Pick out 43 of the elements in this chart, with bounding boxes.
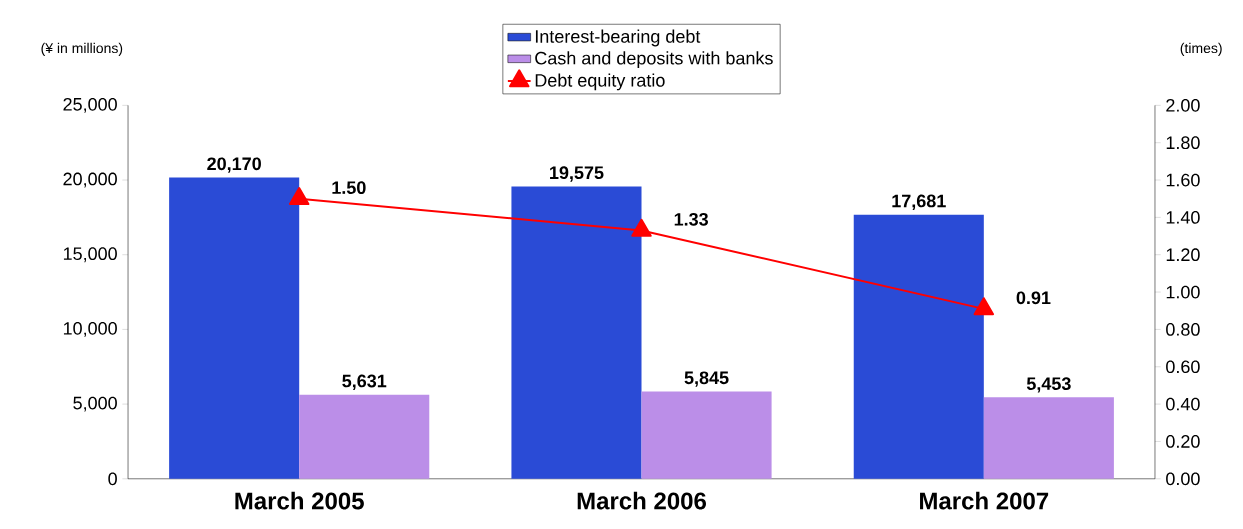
y2-tick-label: 1.40 — [1166, 210, 1200, 224]
bar — [299, 394, 430, 479]
bar — [641, 391, 772, 479]
y2-tick-label: 1.60 — [1166, 173, 1200, 187]
y2-tick-label: 0.20 — [1166, 434, 1200, 448]
x-tick-label: March 2006 — [577, 491, 706, 510]
point — [631, 218, 652, 237]
y-tick-label: 25,000 — [63, 97, 117, 113]
data-label: 5,453 — [1026, 377, 1071, 393]
y2-tick-label: 2.00 — [1166, 98, 1200, 112]
bar — [853, 214, 984, 479]
point — [288, 186, 310, 205]
y2-tick-label: 1.00 — [1166, 285, 1200, 299]
bar — [511, 186, 642, 479]
y-tick-label: 5,000 — [73, 396, 117, 412]
y2-tick-label: 0.00 — [1166, 472, 1200, 485]
y2-tick-label: 1.80 — [1166, 136, 1200, 149]
y2-tick-label: 0.60 — [1166, 360, 1200, 373]
data-label: 1.33 — [674, 212, 709, 226]
y-tick-label: 0 — [108, 472, 117, 485]
bar — [983, 397, 1114, 479]
x-tick-label: March 2005 — [235, 491, 364, 510]
legend-label: Debt equity ratio — [535, 73, 665, 91]
y-tick-label: 20,000 — [63, 172, 117, 188]
y2-tick-label: 0.40 — [1166, 397, 1200, 411]
data-label: 19,575 — [550, 166, 604, 182]
legend-label: Cash and deposits with banks — [535, 51, 773, 68]
point — [973, 296, 995, 315]
legend-label: Interest-bearing debt — [535, 29, 701, 47]
y2-axis-title: (times) — [1180, 42, 1222, 56]
data-label: 20,170 — [207, 157, 261, 173]
data-label: 1.50 — [332, 181, 366, 194]
data-label: 5,845 — [684, 371, 729, 387]
y-tick-label: 10,000 — [63, 321, 117, 337]
data-label: 17,681 — [892, 194, 946, 210]
data-label: 0.91 — [1016, 291, 1051, 304]
y2-tick-label: 1.20 — [1166, 248, 1200, 261]
x-tick-label: March 2007 — [920, 491, 1049, 510]
data-label: 5,631 — [342, 374, 387, 390]
y-axis-title: (¥ in millions) — [41, 42, 123, 56]
y2-tick-label: 0.80 — [1166, 322, 1200, 336]
y-tick-label: 15,000 — [63, 247, 117, 262]
bar — [169, 177, 300, 479]
